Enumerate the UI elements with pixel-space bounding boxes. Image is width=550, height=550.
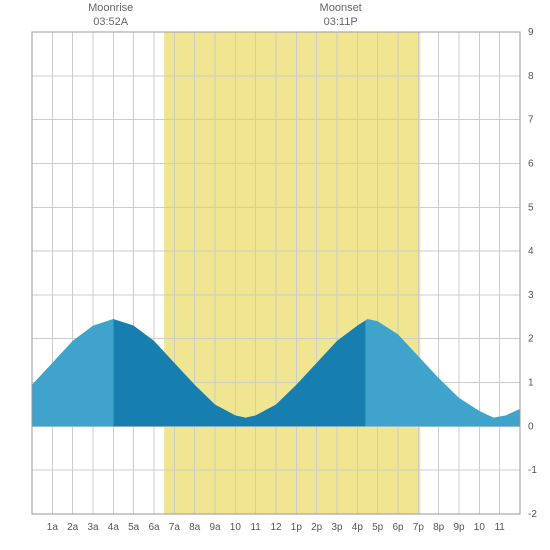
x-tick-label: 8p (433, 522, 445, 533)
moonset-time: 03:11P (311, 16, 371, 30)
x-tick-label: 3p (331, 522, 343, 533)
y-tick-label: 8 (528, 71, 534, 82)
x-tick-label: 11 (494, 522, 505, 533)
y-tick-label: 6 (528, 158, 534, 169)
y-tick-label: 2 (528, 334, 534, 345)
x-tick-label: 2p (311, 522, 323, 533)
x-tick-label: 3a (87, 522, 99, 533)
x-tick-label: 5p (372, 522, 384, 533)
x-tick-label: 1a (47, 522, 59, 533)
x-tick-label: 11 (250, 522, 261, 533)
y-tick-label: 0 (528, 421, 534, 432)
x-tick-label: 12 (270, 522, 282, 533)
x-tick-label: 10 (474, 522, 486, 533)
moonset-title: Moonset (311, 2, 371, 16)
y-tick-label: -2 (528, 509, 537, 520)
moonrise-title: Moonrise (81, 2, 141, 16)
moonrise-label: Moonrise 03:52A (81, 2, 141, 30)
x-tick-label: 6p (392, 522, 404, 533)
x-tick-label: 9a (209, 522, 221, 533)
y-tick-label: 9 (528, 27, 534, 38)
x-tick-label: 2a (67, 522, 79, 533)
x-tick-label: 8a (189, 522, 201, 533)
x-tick-label: 7a (169, 522, 181, 533)
x-tick-label: 7p (413, 522, 425, 533)
daylight-band (164, 32, 420, 514)
y-tick-label: 7 (528, 115, 534, 126)
y-tick-label: 5 (528, 202, 534, 213)
x-tick-label: 1p (291, 522, 303, 533)
x-tick-label: 5a (128, 522, 140, 533)
chart-svg: 1a2a3a4a5a6a7a8a9a1011121p2p3p4p5p6p7p8p… (0, 0, 550, 550)
x-tick-label: 4p (352, 522, 364, 533)
y-tick-label: 3 (528, 290, 534, 301)
y-tick-label: 1 (528, 378, 534, 389)
moonrise-time: 03:52A (81, 16, 141, 30)
x-tick-label: 9p (453, 522, 465, 533)
y-tick-label: 4 (528, 246, 534, 257)
tide-chart: Moonrise 03:52A Moonset 03:11P 1a 2a 3a 4a 5… (0, 0, 550, 550)
x-tick-label: 4a (108, 522, 120, 533)
x-tick-label: 6a (148, 522, 160, 533)
y-tick-label: -1 (528, 465, 537, 476)
x-tick-label: 10 (230, 522, 242, 533)
moonset-label: Moonset 03:11P (311, 2, 371, 30)
